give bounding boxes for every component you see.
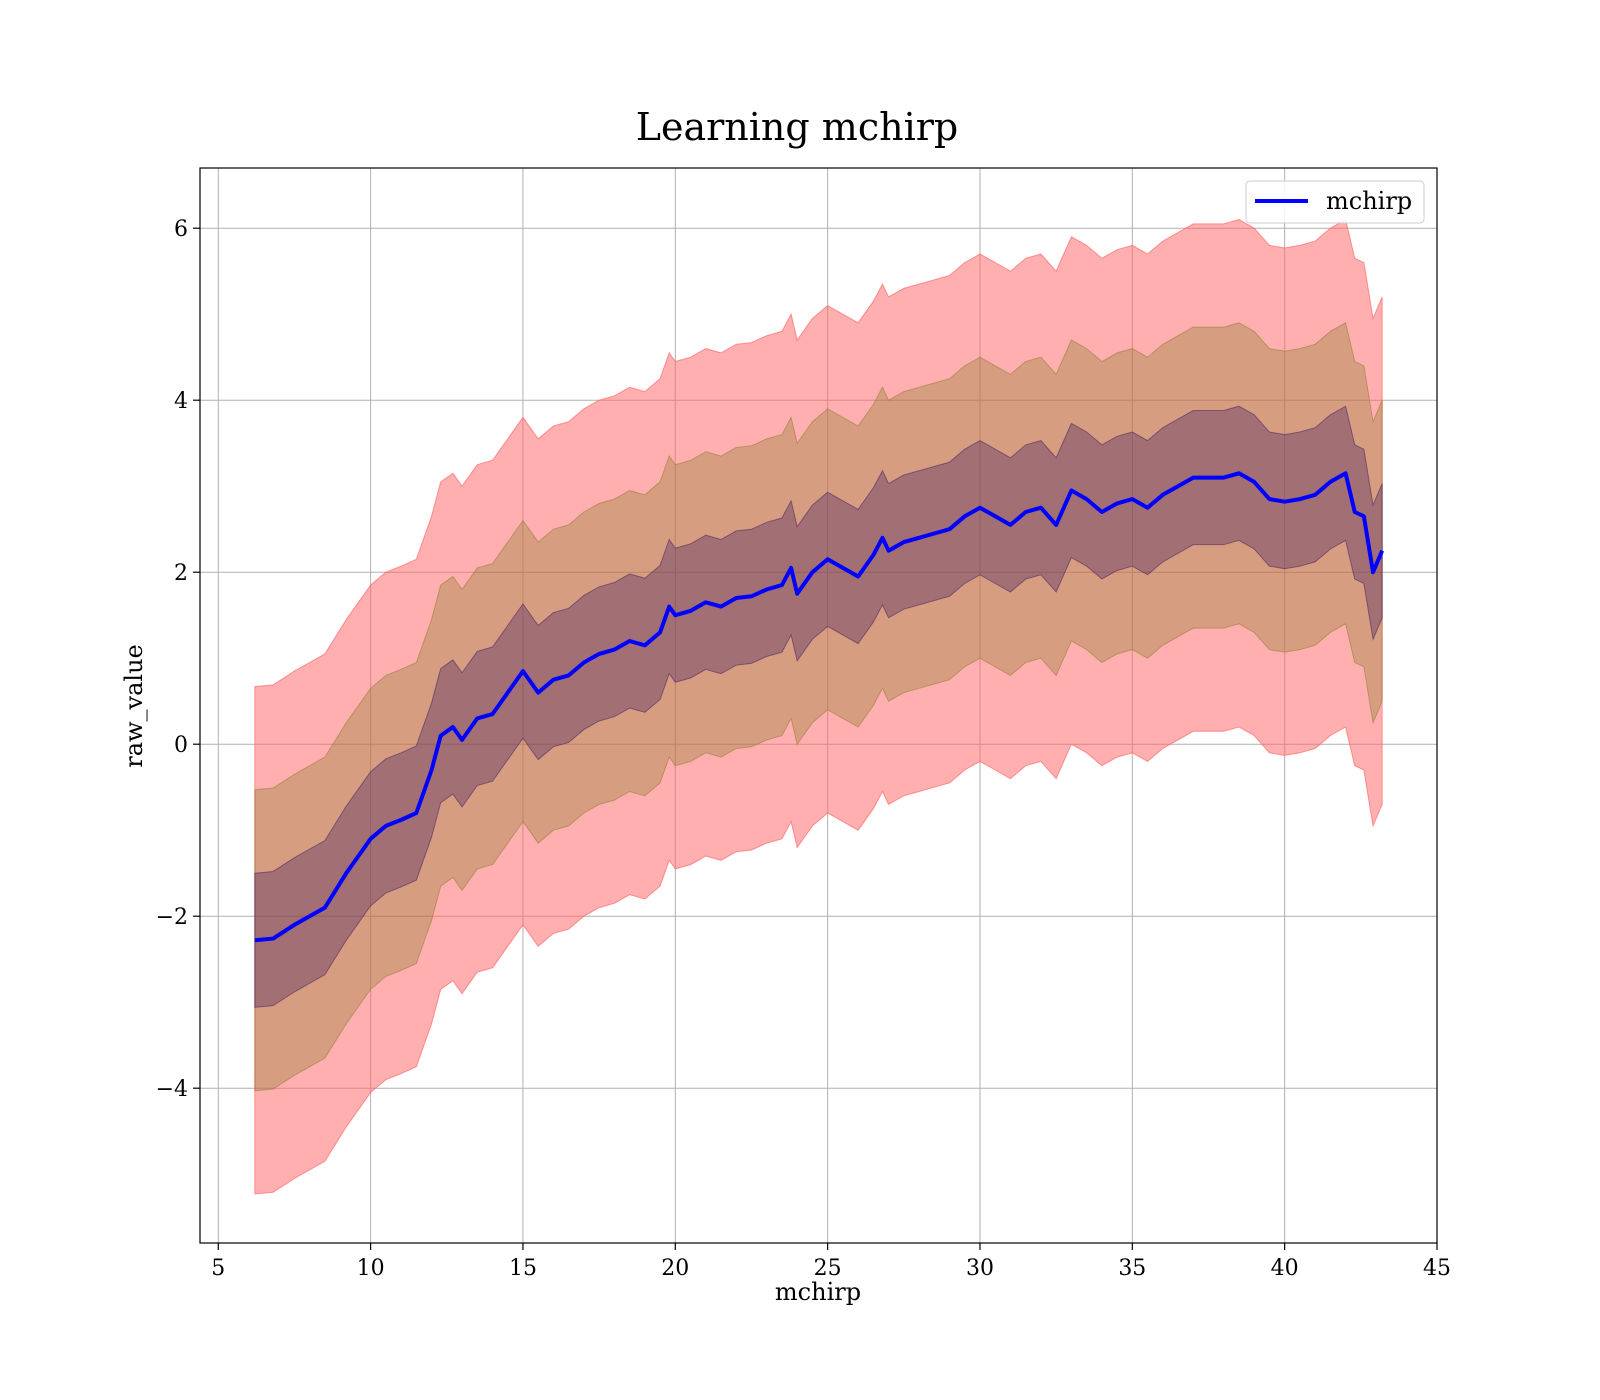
series-lines xyxy=(254,471,1384,943)
x-tick-label: 5 xyxy=(211,1256,225,1281)
legend: mchirp xyxy=(1245,180,1425,224)
y-axis-label: raw_value xyxy=(120,644,148,768)
chart-title: Learning mchirp xyxy=(636,105,958,149)
series-line-mchirp xyxy=(254,471,1384,943)
y-tick-label: 0 xyxy=(174,733,188,758)
x-axis-label: mchirp xyxy=(775,1278,861,1306)
confidence-bands xyxy=(254,218,1383,1195)
legend-label: mchirp xyxy=(1326,187,1412,215)
y-tick-label: 6 xyxy=(174,217,188,242)
plot-frame xyxy=(199,167,1438,1244)
x-tick-label: 25 xyxy=(814,1256,842,1281)
x-tick-label: 45 xyxy=(1423,1256,1451,1281)
legend-box xyxy=(1245,180,1425,224)
band-2-sigma xyxy=(254,322,1383,1092)
x-tick-label: 30 xyxy=(966,1256,994,1281)
x-tick-label: 40 xyxy=(1271,1256,1299,1281)
band-1-sigma xyxy=(254,405,1383,1008)
x-tick-label: 15 xyxy=(509,1256,537,1281)
y-tick-label: 4 xyxy=(174,389,188,414)
y-tick-label: −2 xyxy=(156,905,188,930)
band-3-sigma xyxy=(254,218,1383,1195)
x-tick-label: 20 xyxy=(661,1256,689,1281)
ticks: 5 10 15 20 25 30 35 40 45 −4 −2 0 2 4 6 xyxy=(156,217,1451,1281)
y-tick-label: −4 xyxy=(156,1077,188,1102)
x-tick-label: 10 xyxy=(357,1256,385,1281)
x-tick-label: 35 xyxy=(1118,1256,1146,1281)
y-tick-label: 2 xyxy=(174,561,188,586)
